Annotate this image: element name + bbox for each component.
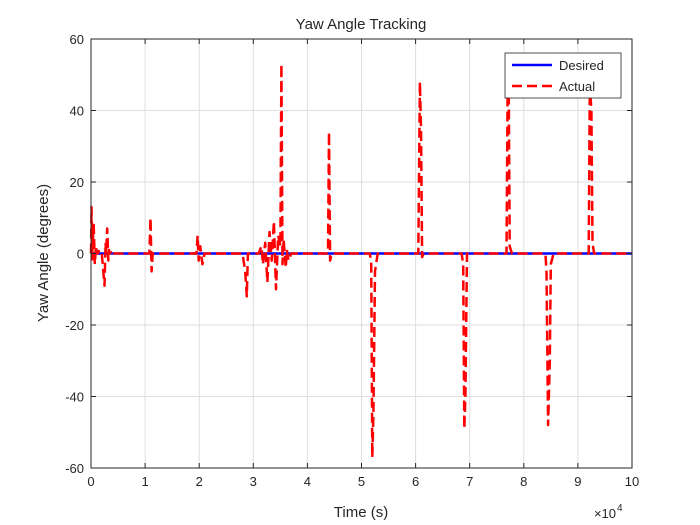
y-tick-label: -40: [65, 390, 84, 405]
x-tick-label: 7: [466, 474, 473, 489]
x-tick-label: 3: [250, 474, 257, 489]
y-tick-label: -60: [65, 461, 84, 476]
x-exponent-base: ×10: [594, 506, 616, 521]
y-axis-label: Yaw Angle (degrees): [35, 184, 52, 322]
x-exponent-power: 4: [617, 503, 623, 514]
y-tick-label: 60: [70, 32, 84, 47]
y-tick-label: 20: [70, 175, 84, 190]
x-axis-label: Time (s): [334, 504, 388, 521]
x-tick-label: 2: [196, 474, 203, 489]
legend-box: [504, 52, 622, 99]
legend-actual-label: Actual: [559, 79, 595, 94]
y-tick-label: 40: [70, 104, 84, 119]
x-tick-label: 0: [87, 474, 94, 489]
x-tick-label: 8: [520, 474, 527, 489]
x-tick-label: 5: [358, 474, 365, 489]
legend-desired-label: Desired: [559, 58, 604, 73]
y-tick-label: -20: [65, 318, 84, 333]
x-exponent-label: ×10 4: [594, 503, 623, 521]
x-tick-label: 9: [574, 474, 581, 489]
legend: Desired Actual: [504, 52, 622, 99]
y-tick-label: 0: [77, 247, 84, 262]
x-tick-label: 1: [141, 474, 148, 489]
axis-ticks: 0 1 2 3 4 5 6 7 8 9 10 -60 -40 -20 0 20 40 60: [65, 32, 639, 489]
x-tick-label: 6: [412, 474, 419, 489]
x-tick-label: 10: [625, 474, 639, 489]
chart-title: Yaw Angle Tracking: [296, 16, 427, 33]
x-tick-label: 4: [304, 474, 311, 489]
